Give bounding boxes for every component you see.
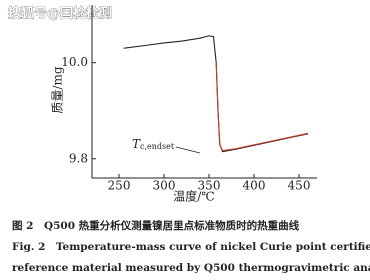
x-tick-label: 350 — [198, 179, 221, 193]
annotation: Tc,endset — [132, 137, 175, 152]
annotation-arrow — [175, 146, 201, 154]
x-axis-label: 温度/℃ — [173, 189, 214, 204]
y-axis-label: 质量/mg — [51, 66, 65, 113]
caption-line: reference material measured by Q500 ther… — [12, 262, 370, 274]
caption-line: Fig. 2 Temperature-mass curve of nickel … — [12, 241, 370, 253]
watermark: 搜狐号@国检检测 — [8, 6, 112, 22]
x-tick-label: 300 — [153, 179, 176, 193]
x-tick-label: 250 — [108, 179, 131, 193]
data-line — [123, 35, 309, 153]
annotation-main: T — [132, 137, 141, 151]
y-tick-label: 9.8 — [69, 151, 88, 165]
x-tick-label: 450 — [288, 179, 311, 193]
data-line — [215, 62, 309, 152]
annotation-sub: c,endset — [140, 142, 175, 151]
y-tick-label: 10.0 — [61, 55, 88, 69]
caption-line: 图 2 Q500 热重分析仪测量镍居里点标准物质时的热重曲线 — [12, 219, 300, 232]
x-tick-label: 400 — [243, 179, 266, 193]
